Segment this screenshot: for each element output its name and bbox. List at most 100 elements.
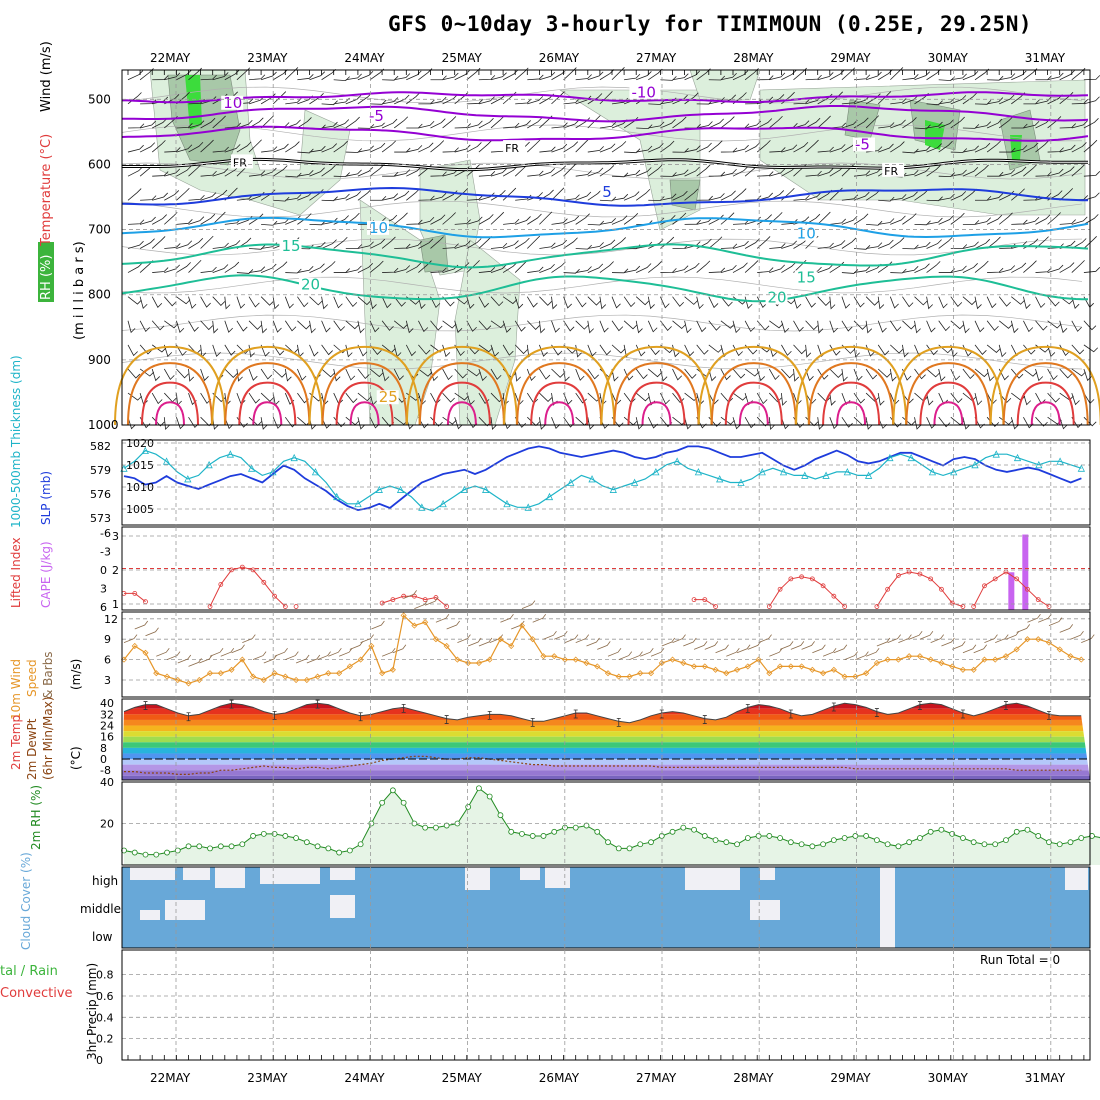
wind10-point	[1045, 639, 1053, 646]
rh2m-point	[852, 833, 859, 839]
precip-legend-total: tal / Rain	[0, 964, 58, 979]
wind-barb	[490, 168, 507, 177]
wind-barb	[962, 320, 970, 334]
wind10-line	[123, 614, 1082, 685]
wind-barb	[732, 417, 741, 430]
wind-barb	[188, 320, 199, 332]
wind-barb	[1071, 216, 1088, 225]
wind-barb	[127, 166, 143, 177]
wind-barb	[829, 218, 846, 225]
wind-barb	[623, 320, 638, 330]
wind-barb	[684, 262, 700, 273]
wind-barb	[587, 263, 604, 273]
wind-barb	[527, 139, 541, 153]
wind-barb	[551, 320, 560, 333]
slp-ylabel-group2: SLP (mb)	[39, 471, 53, 525]
wind-barb	[974, 238, 991, 249]
rh2m-point	[744, 835, 751, 841]
wind-barb	[708, 236, 723, 249]
contour-label: 10	[797, 225, 816, 243]
wind-barb	[248, 296, 260, 308]
rh2m-point	[583, 822, 590, 829]
cape-bar	[1008, 572, 1015, 610]
wind-barb	[478, 214, 494, 225]
wind10-barb	[984, 634, 998, 643]
wind-barb	[551, 187, 565, 201]
date-label-bottom: 29MAY	[830, 1071, 871, 1085]
wind-barb	[551, 368, 565, 378]
wind-barb	[309, 220, 326, 226]
panel-frame	[121, 781, 1091, 866]
minmax-errorbar	[831, 702, 836, 712]
wind10-barb	[317, 651, 331, 660]
wind10-barb	[930, 634, 944, 643]
wind-barb	[599, 218, 617, 225]
wind-barb	[176, 296, 191, 305]
wind-barb	[672, 392, 685, 404]
rh-shading-high	[1010, 135, 1022, 160]
panel-frame	[121, 866, 1091, 949]
wind-barb	[866, 146, 883, 153]
contour-temp-25	[503, 345, 616, 426]
wind-barb	[914, 368, 926, 380]
contour-temp-30	[418, 362, 505, 426]
wind10-point	[626, 673, 633, 680]
wind-barb	[418, 320, 429, 333]
contour-temp-25	[308, 345, 421, 426]
wind-barb	[236, 67, 251, 81]
wind-barb	[151, 368, 160, 382]
wind-barb	[127, 92, 142, 105]
wind-barb	[987, 97, 1004, 105]
wind-barb	[285, 98, 302, 105]
contour-temp-40	[933, 401, 964, 426]
contour-temp-40	[252, 401, 283, 426]
wind-barb	[708, 344, 723, 353]
wind-barb	[357, 188, 372, 201]
wind-barb	[974, 260, 989, 273]
slp-tick-label: 1015	[126, 459, 154, 472]
li-point	[928, 576, 934, 582]
wind-barb	[430, 118, 446, 129]
wind-barb	[515, 98, 532, 105]
rh2m-point	[131, 849, 138, 856]
wind-barb	[164, 392, 177, 403]
wind-barb	[781, 144, 798, 153]
li-point	[272, 593, 277, 599]
wind-barb	[260, 344, 270, 357]
wind-barb	[357, 344, 368, 357]
wind10-barb	[145, 627, 159, 637]
wind-barb	[563, 67, 577, 81]
wind-barb	[853, 74, 871, 81]
wind-barb	[624, 73, 641, 81]
rh2m-point	[917, 835, 923, 841]
rh2m-point	[508, 828, 515, 835]
wind-barb	[1011, 262, 1027, 273]
wind-barb	[986, 296, 997, 309]
wind-barb	[962, 417, 971, 430]
wind-barb	[563, 141, 579, 153]
wind-barb	[672, 265, 689, 273]
wind-barb	[1011, 296, 1025, 305]
wind-barb	[345, 320, 360, 330]
wind-barb	[926, 217, 943, 225]
wind-barb	[418, 195, 435, 201]
wind-barb	[1010, 368, 1024, 379]
wind10-point	[346, 663, 353, 670]
rh2m-point	[605, 839, 611, 846]
contour-temp-25	[697, 345, 810, 426]
wind-barb	[696, 142, 712, 153]
wind-barb	[672, 116, 687, 129]
wind-barb	[575, 170, 592, 177]
wind-barb	[248, 266, 266, 273]
wind-barb	[986, 344, 1001, 353]
contour-temp-minus15	[121, 91, 1089, 104]
wind-barb	[805, 139, 819, 153]
wind-barb	[793, 320, 804, 332]
wind-barb	[357, 417, 366, 430]
wind-barb	[345, 368, 356, 381]
wind-barb	[333, 320, 346, 332]
wind10-barb	[952, 641, 966, 650]
wind-barb	[938, 320, 951, 332]
wind-barb	[321, 320, 331, 333]
wind-barb	[382, 171, 399, 177]
